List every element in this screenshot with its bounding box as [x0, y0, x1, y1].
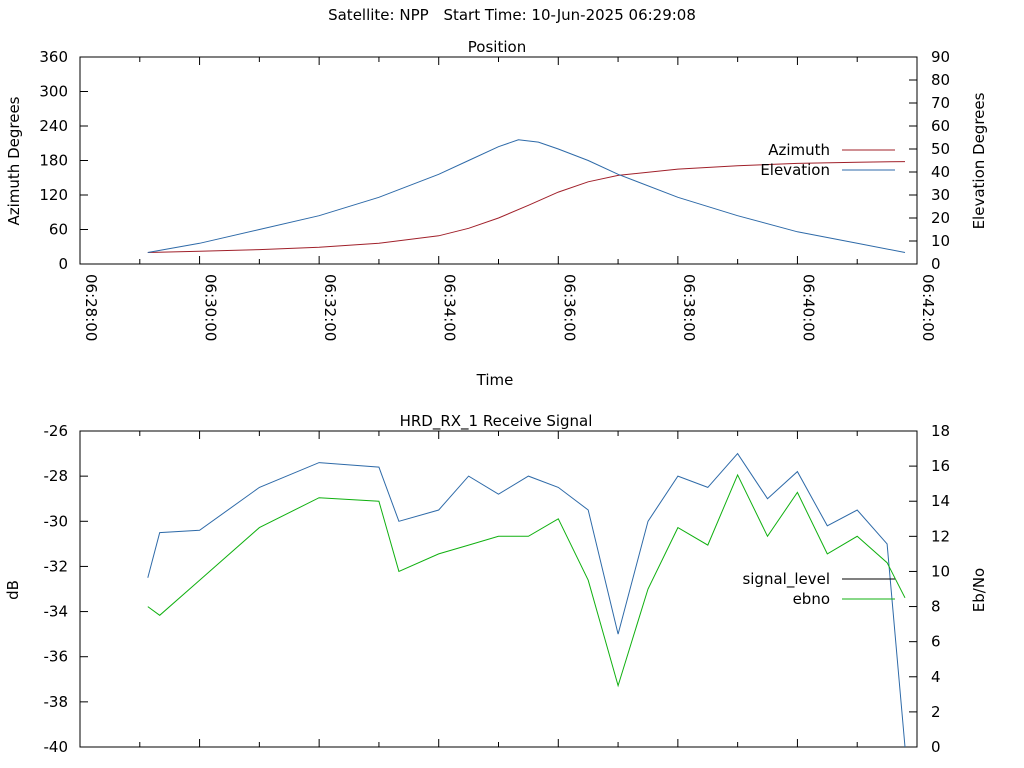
y-tick-label: -34 — [44, 603, 69, 621]
receive-signal-chart: HRD_RX_1 Receive Signal dB Eb/No -26 -28 -… — [4, 412, 988, 756]
y2-tick-label: 90 — [931, 48, 950, 66]
ebno-axis-label: Eb/No — [970, 568, 988, 612]
legend-label-elevation: Elevation — [760, 161, 830, 179]
position-chart: Position Time Azimuth Degrees Elevation … — [5, 38, 988, 389]
y-tick-label: 360 — [39, 48, 68, 66]
y-tick-label: -28 — [44, 467, 69, 485]
y2-tick-label: 20 — [931, 209, 950, 227]
elevation-line — [147, 139, 906, 253]
x-tick-label: 06:30:00 — [202, 274, 220, 341]
y2-tick-label: 6 — [931, 633, 941, 651]
y-tick-label: -32 — [44, 557, 69, 575]
legend-label-azimuth: Azimuth — [768, 141, 830, 159]
start-time-label: Start Time: 10-Jun-2025 06:29:08 — [443, 6, 696, 24]
y2-tick-label: 0 — [931, 255, 941, 273]
legend-label-signal-level: signal_level — [742, 570, 830, 589]
x-tick-label: 06:28:00 — [82, 274, 100, 341]
y-tick-label: -36 — [44, 648, 69, 666]
y2-tick-label: 14 — [931, 492, 950, 510]
y-tick-label: 300 — [39, 83, 68, 101]
y-tick-label: 240 — [39, 117, 68, 135]
azimuth-line — [147, 161, 906, 253]
y-tick-label: 120 — [39, 186, 68, 204]
y2-tick-label: 40 — [931, 163, 950, 181]
position-chart-title: Position — [468, 38, 526, 56]
plot-frame — [79, 430, 918, 748]
elevation-axis-label: Elevation Degrees — [970, 92, 988, 229]
x-tick-label: 06:42:00 — [919, 274, 937, 341]
position-x-axis-label: Time — [476, 371, 514, 389]
x-tick-label: 06:40:00 — [799, 274, 817, 341]
y-tick-label: 0 — [58, 255, 68, 273]
x-tick-label: 06:32:00 — [321, 274, 339, 341]
y-tick-label: -30 — [44, 512, 69, 530]
y2-tick-label: 70 — [931, 94, 950, 112]
y-tick-label: -38 — [44, 693, 69, 711]
x-tick-label: 06:36:00 — [560, 274, 578, 341]
y-tick-label: -26 — [44, 422, 69, 440]
y-tick-label: 60 — [49, 221, 68, 239]
y2-tick-label: 0 — [931, 738, 941, 756]
legend-label-ebno: ebno — [793, 590, 830, 608]
y-tick-label: 180 — [39, 152, 68, 170]
y2-tick-label: 12 — [931, 527, 950, 545]
x-tick-label: 06:38:00 — [680, 274, 698, 341]
azimuth-axis-label: Azimuth Degrees — [5, 96, 23, 225]
y2-tick-label: 18 — [931, 422, 950, 440]
y2-tick-label: 30 — [931, 186, 950, 204]
y2-tick-label: 50 — [931, 140, 950, 158]
chart-header: Satellite: NPP Start Time: 10-Jun-2025 0… — [0, 6, 1024, 24]
y-tick-label: -40 — [44, 738, 69, 756]
signal-level-line — [147, 452, 906, 748]
satellite-label: Satellite: NPP — [328, 6, 429, 24]
y2-tick-label: 2 — [931, 703, 941, 721]
y2-tick-label: 80 — [931, 71, 950, 89]
y2-tick-label: 10 — [931, 562, 950, 580]
receive-signal-chart-title: HRD_RX_1 Receive Signal — [400, 412, 593, 431]
db-axis-label: dB — [4, 580, 22, 600]
x-tick-label: 06:34:00 — [441, 274, 459, 341]
ebno-line — [147, 473, 906, 688]
y2-tick-label: 60 — [931, 117, 950, 135]
y2-tick-label: 8 — [931, 598, 941, 616]
y2-tick-label: 10 — [931, 232, 950, 250]
y2-tick-label: 16 — [931, 457, 950, 475]
y2-tick-label: 4 — [931, 668, 941, 686]
